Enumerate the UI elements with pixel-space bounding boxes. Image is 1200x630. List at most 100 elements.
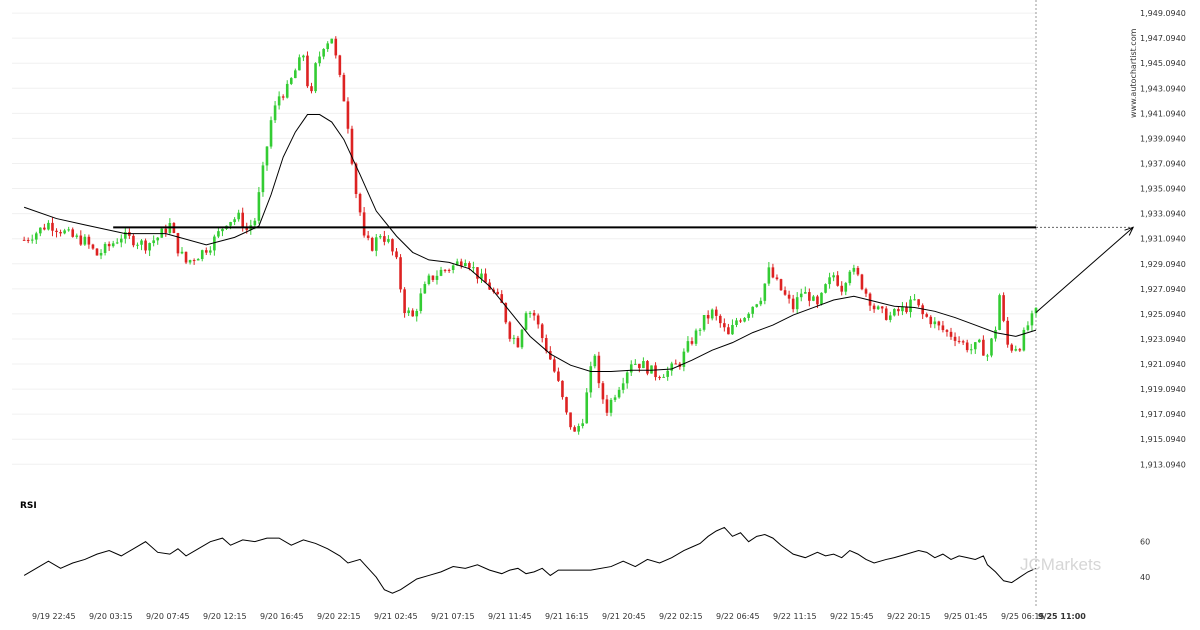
bearish-candle [22, 239, 26, 241]
bullish-candle [1014, 349, 1018, 351]
bullish-candle [213, 236, 216, 251]
bearish-candle [925, 314, 929, 317]
bearish-candle [334, 38, 338, 56]
bearish-candle [864, 289, 868, 294]
bullish-candle [1034, 307, 1038, 314]
bearish-candle [961, 341, 965, 343]
bearish-candle [719, 315, 722, 324]
bearish-candle [561, 380, 564, 398]
bullish-candle [512, 337, 516, 339]
bearish-candle [787, 294, 791, 299]
bearish-candle [714, 309, 718, 316]
bullish-candle [148, 243, 151, 251]
bullish-candle [261, 165, 265, 193]
bullish-candle [156, 237, 160, 241]
bearish-candle [880, 306, 884, 309]
bearish-candle [553, 359, 556, 372]
bearish-candle [459, 261, 463, 266]
bearish-candle [399, 257, 402, 290]
bullish-candle [1030, 313, 1034, 326]
bullish-candle [577, 426, 580, 432]
bullish-candle [180, 251, 184, 254]
bullish-candle [233, 219, 236, 223]
bearish-candle [144, 240, 147, 251]
bearish-candle [557, 371, 560, 381]
bearish-candle [87, 236, 91, 245]
bullish-candle [670, 363, 674, 371]
bullish-candle [285, 83, 289, 98]
price-grid [12, 0, 1037, 608]
bullish-candle [464, 263, 467, 266]
bullish-candle [326, 43, 329, 50]
bearish-candle [775, 277, 779, 280]
bullish-candle [289, 78, 293, 84]
rsi-title: RSI [20, 501, 37, 511]
bullish-candle [743, 317, 746, 322]
bearish-candle [370, 237, 374, 251]
bullish-candle [698, 329, 702, 331]
brand-watermark: JCMarkets [1020, 555, 1101, 574]
bullish-candle [237, 212, 240, 220]
bearish-candle [184, 251, 188, 263]
y-tick-label: 1,941.0940 [1140, 109, 1186, 118]
bullish-candle [528, 312, 532, 314]
bullish-candle [990, 338, 993, 356]
bearish-candle [164, 228, 168, 233]
bullish-candle [524, 313, 528, 330]
bullish-candle [302, 55, 305, 58]
x-tick-label: 9/21 11:45 [488, 612, 532, 621]
bullish-candle [273, 105, 277, 121]
bearish-candle [779, 279, 783, 291]
bearish-candle [601, 383, 605, 400]
bearish-candle [342, 74, 346, 102]
bullish-candle [1022, 329, 1026, 351]
bearish-candle [391, 239, 394, 252]
bearish-candle [95, 248, 99, 256]
x-tick-label: 9/20 03:15 [89, 612, 133, 621]
bullish-candle [585, 392, 589, 424]
bearish-candle [447, 269, 451, 271]
bullish-candle [969, 349, 973, 351]
bearish-candle [945, 330, 949, 332]
bullish-candle [322, 49, 325, 57]
bearish-candle [306, 55, 309, 87]
bearish-candle [51, 222, 54, 231]
bearish-candle [783, 290, 787, 295]
bullish-candle [694, 330, 698, 344]
bullish-candle [812, 296, 815, 301]
price-axis: 1,949.0940 1,947.0940 1,945.0940 1,943.0940… [1140, 9, 1186, 469]
bearish-candle [26, 239, 30, 241]
projection-arrow [1035, 226, 1134, 313]
y-tick-label: 1,931.0940 [1140, 235, 1186, 244]
bearish-candle [310, 86, 313, 92]
bearish-candle [516, 337, 520, 348]
bullish-candle [435, 275, 439, 280]
bullish-candle [294, 70, 297, 79]
x-tick-label: 9/22 06:45 [716, 612, 760, 621]
bullish-candle [67, 229, 70, 231]
bullish-candle [767, 267, 771, 284]
bearish-candle [91, 244, 95, 249]
bearish-candle [917, 299, 920, 306]
bearish-candle [949, 331, 953, 337]
moving-average [23, 114, 1037, 372]
bearish-candle [727, 327, 730, 335]
bullish-candle [803, 292, 807, 294]
y-tick-label: 1,945.0940 [1140, 59, 1186, 68]
bullish-candle [634, 363, 637, 365]
y-tick-label: 1,913.0940 [1140, 460, 1186, 469]
bullish-candle [188, 260, 192, 263]
bullish-candle [642, 361, 645, 369]
bullish-candle [893, 309, 896, 316]
bullish-candle [828, 277, 831, 285]
bullish-candle [415, 310, 419, 317]
bearish-candle [860, 274, 864, 290]
bullish-candle [39, 227, 42, 234]
bearish-candle [836, 275, 839, 286]
resistance-level [113, 226, 1135, 313]
bullish-candle [298, 57, 301, 71]
bullish-candle [832, 275, 835, 278]
bullish-candle [755, 304, 759, 307]
bullish-candle [520, 329, 524, 348]
bullish-candle [986, 355, 989, 357]
